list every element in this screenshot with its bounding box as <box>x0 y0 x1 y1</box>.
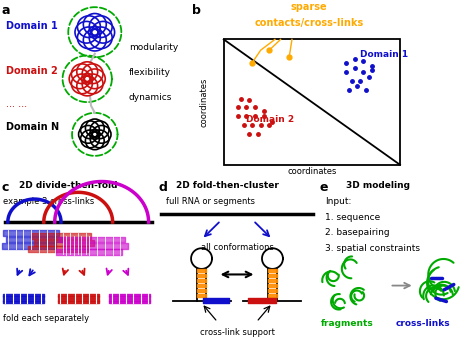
Circle shape <box>79 125 97 143</box>
Text: dynamics: dynamics <box>129 93 173 102</box>
Circle shape <box>91 21 115 43</box>
Text: 2. basepairing: 2. basepairing <box>326 228 390 237</box>
Text: 1. sequence: 1. sequence <box>326 213 381 221</box>
Circle shape <box>84 69 105 89</box>
Circle shape <box>83 29 106 51</box>
Circle shape <box>85 132 104 150</box>
Text: all conformations: all conformations <box>201 243 273 252</box>
Text: Domain 1: Domain 1 <box>360 50 409 59</box>
Text: 3D modeling: 3D modeling <box>346 181 410 190</box>
Circle shape <box>92 125 111 143</box>
Circle shape <box>81 121 100 139</box>
Text: Input:: Input: <box>326 197 352 206</box>
Text: d: d <box>158 181 167 194</box>
Circle shape <box>90 121 109 139</box>
Text: coordinates: coordinates <box>200 77 208 127</box>
Circle shape <box>82 74 103 94</box>
Text: ... ...: ... ... <box>6 99 27 108</box>
Circle shape <box>82 64 103 83</box>
Circle shape <box>90 130 109 148</box>
Circle shape <box>75 21 98 43</box>
Circle shape <box>72 64 92 83</box>
Circle shape <box>89 27 112 49</box>
Text: Domain N: Domain N <box>6 122 59 132</box>
Circle shape <box>85 119 104 137</box>
Text: full RNA or segments: full RNA or segments <box>166 197 255 206</box>
Text: modularity: modularity <box>129 43 178 52</box>
Text: Domain 2: Domain 2 <box>246 115 295 124</box>
Text: cross-link support: cross-link support <box>200 328 274 337</box>
Text: cross-links: cross-links <box>396 319 450 328</box>
Circle shape <box>77 16 100 38</box>
Circle shape <box>82 73 93 84</box>
Circle shape <box>89 16 112 38</box>
Text: 3. spatial constraints: 3. spatial constraints <box>326 244 420 253</box>
Bar <box>224 40 400 165</box>
Text: fragments: fragments <box>321 319 374 328</box>
Text: example 3 cross-links: example 3 cross-links <box>3 197 94 206</box>
Circle shape <box>77 27 100 49</box>
Text: coordinates: coordinates <box>287 167 337 175</box>
Text: a: a <box>2 4 10 17</box>
Text: c: c <box>1 181 9 194</box>
Text: Domain 2: Domain 2 <box>6 66 57 76</box>
Circle shape <box>69 69 90 89</box>
Text: 2D divide-then-fold: 2D divide-then-fold <box>19 181 117 190</box>
Circle shape <box>77 62 98 81</box>
Text: fold each separately: fold each separately <box>3 314 89 323</box>
Circle shape <box>89 26 101 38</box>
Circle shape <box>81 130 100 148</box>
Text: b: b <box>192 4 201 17</box>
Text: sparse: sparse <box>291 2 328 12</box>
Text: Domain 1: Domain 1 <box>6 22 57 31</box>
Circle shape <box>83 14 106 35</box>
Text: e: e <box>319 181 328 194</box>
Text: contacts/cross-links: contacts/cross-links <box>255 18 364 28</box>
Circle shape <box>72 74 92 94</box>
Text: flexibility: flexibility <box>129 68 171 77</box>
Text: 2D fold-then-cluster: 2D fold-then-cluster <box>176 181 279 190</box>
Circle shape <box>77 76 98 96</box>
Circle shape <box>90 129 100 139</box>
